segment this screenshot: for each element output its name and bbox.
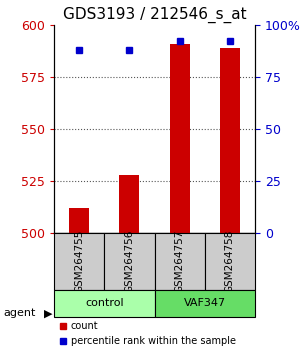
Text: GSM264757: GSM264757 [175, 230, 184, 293]
Text: GSM264755: GSM264755 [74, 230, 84, 293]
Text: control: control [85, 298, 124, 308]
Legend: count, percentile rank within the sample: count, percentile rank within the sample [59, 321, 236, 346]
Text: ▶: ▶ [44, 308, 52, 318]
Bar [220, 48, 240, 233]
FancyBboxPatch shape [54, 233, 104, 290]
Text: agent: agent [3, 308, 35, 318]
FancyBboxPatch shape [154, 290, 255, 316]
Bar [169, 44, 190, 233]
Bar [69, 208, 89, 233]
FancyBboxPatch shape [205, 233, 255, 290]
FancyBboxPatch shape [54, 290, 154, 316]
FancyBboxPatch shape [154, 233, 205, 290]
Bar [119, 175, 140, 233]
Text: VAF347: VAF347 [184, 298, 226, 308]
FancyBboxPatch shape [104, 233, 154, 290]
Title: GDS3193 / 212546_s_at: GDS3193 / 212546_s_at [63, 7, 246, 23]
Text: GSM264758: GSM264758 [225, 230, 235, 293]
Text: GSM264756: GSM264756 [124, 230, 134, 293]
